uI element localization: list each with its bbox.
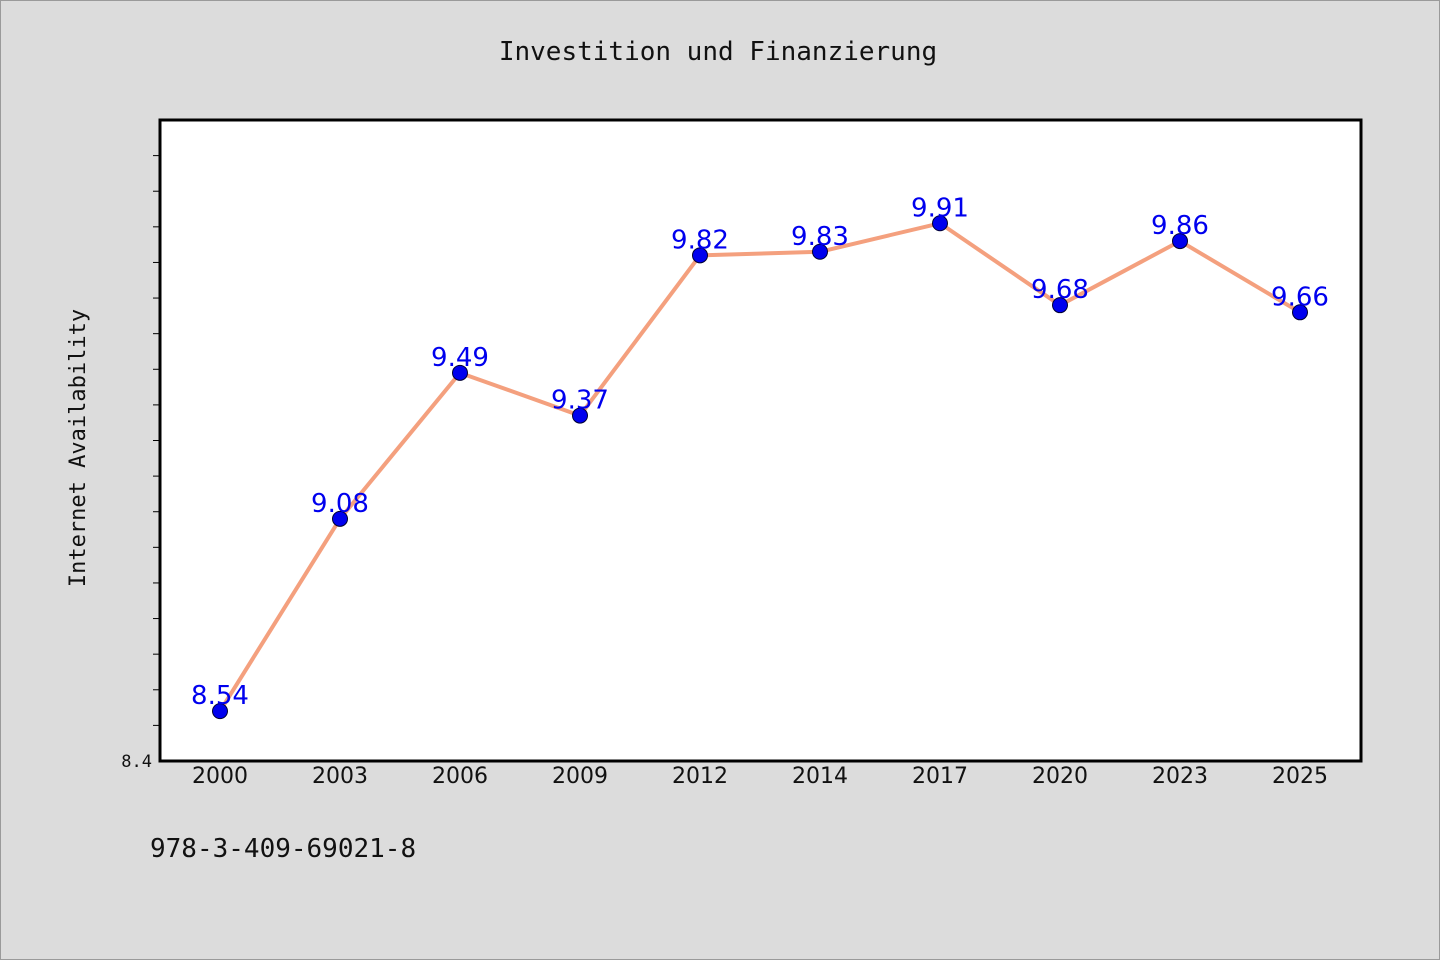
data-label: 8.54 (191, 681, 249, 711)
x-tick-label: 2023 (1152, 764, 1208, 789)
data-point (332, 510, 348, 527)
x-tick-label: 2025 (1272, 764, 1328, 789)
y-axis-tick-labels: 8.4 (121, 752, 152, 772)
data-point (572, 407, 588, 424)
x-tick-label: 2009 (552, 764, 608, 789)
data-label: 9.83 (791, 222, 849, 252)
data-label: 9.68 (1031, 275, 1089, 305)
data-point (1052, 297, 1068, 314)
x-tick-label: 2012 (672, 764, 728, 789)
series-line (218, 221, 1302, 713)
x-tick-label: 2017 (912, 764, 968, 789)
data-label: 9.82 (671, 225, 729, 255)
chart-title: Investition und Finanzierung (499, 37, 937, 67)
y-axis-ticks (153, 155, 160, 726)
data-point (212, 703, 228, 720)
data-label: 9.37 (551, 386, 609, 416)
data-label: 9.91 (911, 193, 969, 223)
data-labels: 8.54 9.08 9.49 9.37 9.82 9.83 9.91 9.68 9.86 9.66 (191, 193, 1329, 711)
plot-area (158, 118, 1363, 763)
data-point (692, 247, 708, 264)
data-point (932, 215, 948, 232)
data-point (812, 243, 828, 260)
series-markers (212, 215, 1308, 720)
data-point (1292, 304, 1308, 321)
data-point (452, 364, 468, 381)
data-label: 9.08 (311, 489, 369, 519)
y-tick-label: 8.4 (121, 752, 152, 772)
x-tick-label: 2000 (192, 764, 248, 789)
x-tick-label: 2014 (792, 764, 848, 789)
x-tick-label: 2020 (1032, 764, 1088, 789)
footer-code: 978-3-409-69021-8 (150, 834, 417, 864)
y-axis-label: Internet Availability (66, 309, 91, 587)
data-label: 9.49 (431, 343, 489, 373)
x-tick-label: 2006 (432, 764, 488, 789)
x-axis-tick-labels: 2000 2003 2006 2009 2012 2014 2017 2020 2023 2025 (192, 764, 1328, 789)
x-tick-label: 2003 (312, 764, 368, 789)
data-label: 9.86 (1151, 211, 1209, 241)
data-point (1172, 233, 1188, 250)
data-label: 9.66 (1271, 282, 1329, 312)
